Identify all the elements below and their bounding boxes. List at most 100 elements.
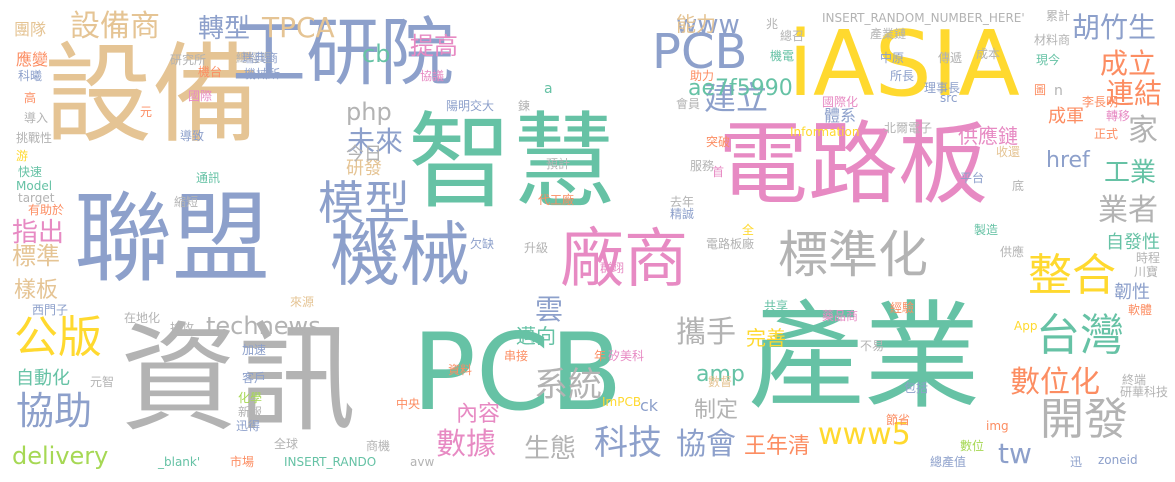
word-cloud-word: 軟體 (1128, 303, 1153, 317)
word-cloud-word: www5 (818, 417, 911, 452)
word-cloud-word: 製造 (974, 223, 999, 237)
word-cloud-word: 國際 (188, 89, 213, 103)
word-cloud-word: 標準 (12, 242, 60, 270)
word-cloud-word: 能力 (676, 12, 716, 36)
word-cloud-word: 理事長 (924, 81, 961, 95)
word-cloud-word: 邁向 (516, 324, 556, 348)
word-cloud-word: 內容 (456, 402, 501, 427)
word-cloud-word: 現今 (1036, 53, 1061, 67)
word-cloud-word: 系統 (534, 365, 602, 405)
word-cloud-word: 科技 (594, 423, 662, 463)
word-cloud-word: ck (640, 396, 659, 415)
word-cloud-word: 商機 (366, 439, 391, 453)
word-cloud-word: 升級 (524, 241, 549, 255)
word-cloud-word: 元智 (90, 375, 115, 389)
word-cloud-word: 有助於 (28, 203, 65, 217)
word-cloud-word: 胡竹生 (1072, 11, 1157, 44)
word-cloud-word: App (1014, 319, 1038, 333)
word-cloud-word: 加速 (242, 343, 267, 357)
word-cloud-word: 公版 (14, 312, 102, 363)
word-cloud-word: php (346, 98, 392, 126)
word-cloud-word: 資料 (448, 363, 473, 377)
word-cloud-word: 轉型 (198, 14, 251, 44)
word-cloud-word: href (1046, 148, 1090, 173)
word-cloud-word: 協助 (16, 389, 93, 433)
word-cloud-word: 模型 (318, 176, 410, 230)
word-cloud-word: 供應 (1000, 245, 1025, 259)
word-cloud-word: 在地化 (124, 311, 161, 325)
word-cloud-word: 完善 (746, 326, 786, 350)
word-cloud-word: 會員 (676, 97, 701, 111)
word-cloud-word: 研究所 (170, 53, 207, 67)
word-cloud-word: 節省 (886, 413, 911, 427)
word-cloud-word: 導入 (24, 111, 49, 125)
word-cloud-word: 經驗 (890, 301, 915, 315)
word-cloud-word: a (544, 81, 553, 97)
word-cloud-word: img (986, 419, 1009, 433)
word-cloud-word: 預計 (546, 157, 571, 171)
word-cloud-word: 應變 (16, 50, 49, 69)
word-cloud-word: 協會 (676, 427, 736, 462)
word-cloud-word: 瑞典商 (242, 51, 279, 65)
word-cloud-word: 中央 (396, 397, 421, 411)
word-cloud-word: 中原 (880, 51, 905, 65)
word-cloud-word: delivery (12, 442, 109, 470)
word-cloud-word: 機械所 (244, 67, 281, 81)
word-cloud-word: 工業 (1104, 158, 1157, 188)
word-cloud-word: 包括 (904, 381, 929, 395)
word-cloud-word: 研華科技 (1120, 385, 1169, 399)
word-cloud-word: 新報 (238, 405, 263, 419)
word-cloud-word: 成軍 (1048, 106, 1084, 127)
word-cloud-word: 設備商 (70, 9, 160, 44)
word-cloud-word: 王年清 (744, 434, 811, 459)
word-cloud-word: 終端 (1122, 373, 1147, 387)
word-cloud-word: 樣板 (14, 278, 59, 303)
word-cloud-word: 研發 (346, 158, 382, 179)
word-cloud-word: 總產值 (930, 455, 967, 469)
word-cloud-word: 鍊 (518, 99, 531, 113)
word-cloud-word: 縮短 (174, 195, 199, 209)
word-cloud-word: 串接 (504, 349, 529, 363)
word-cloud-word: 高 (24, 91, 37, 105)
word-cloud-word: 供應鏈 (958, 124, 1018, 148)
word-cloud-word: 年 (594, 349, 607, 363)
word-cloud-word: INSERT_RANDO (284, 455, 377, 469)
word-cloud-word: Model (16, 179, 53, 193)
word-cloud-word: 迅 (1070, 455, 1083, 469)
word-cloud-word: 兆 (766, 17, 779, 31)
word-cloud-word: 全球 (274, 437, 299, 451)
word-cloud-word: cb (362, 40, 391, 68)
word-cloud-word: 今日 (346, 144, 382, 165)
word-cloud-word: technews (206, 312, 321, 340)
word-cloud-word: 設備 (44, 33, 261, 158)
word-cloud-word: 總召 (780, 29, 805, 43)
word-cloud-word: 聯盟 (74, 182, 271, 296)
word-cloud-word: 國際化 (822, 95, 859, 109)
word-cloud-word: 傳遞 (938, 51, 963, 65)
word-cloud-word: 代工廠 (538, 193, 575, 207)
word-cloud-word: 協議 (420, 69, 445, 83)
word-cloud-word: src (940, 91, 958, 105)
word-cloud-word: 資訊 (120, 310, 357, 448)
word-cloud-word: 底 (1012, 179, 1025, 193)
word-cloud-word: 數位化 (1010, 365, 1100, 400)
word-cloud-word: 不易 (860, 339, 885, 353)
word-cloud-word: 化學 (238, 391, 263, 405)
word-cloud-word: 正式 (1094, 127, 1119, 141)
word-cloud-word: 家 (1128, 113, 1158, 148)
word-cloud-word: 電路板 (718, 112, 988, 217)
word-cloud-word: TPCA (262, 11, 335, 44)
word-cloud-word: 機械 (330, 214, 470, 296)
word-cloud-word: 智慧 (408, 101, 617, 223)
word-cloud-word: avw (410, 455, 435, 469)
word-cloud-word: 提高 (410, 32, 458, 60)
word-cloud-word: 陽明交大 (446, 99, 495, 113)
word-cloud-word: INSERT_RANDOM_NUMBER_HERE' (822, 11, 1025, 25)
word-cloud-word: 快速 (18, 165, 43, 179)
word-cloud-word: 全 (742, 223, 755, 237)
word-cloud-word: 通訊 (196, 171, 221, 185)
word-cloud-word: 機台 (198, 65, 223, 79)
word-cloud-word: _blank' (158, 455, 201, 469)
word-cloud-word: 矽美科 (608, 349, 645, 363)
word-cloud-word: 雲 (535, 293, 564, 326)
